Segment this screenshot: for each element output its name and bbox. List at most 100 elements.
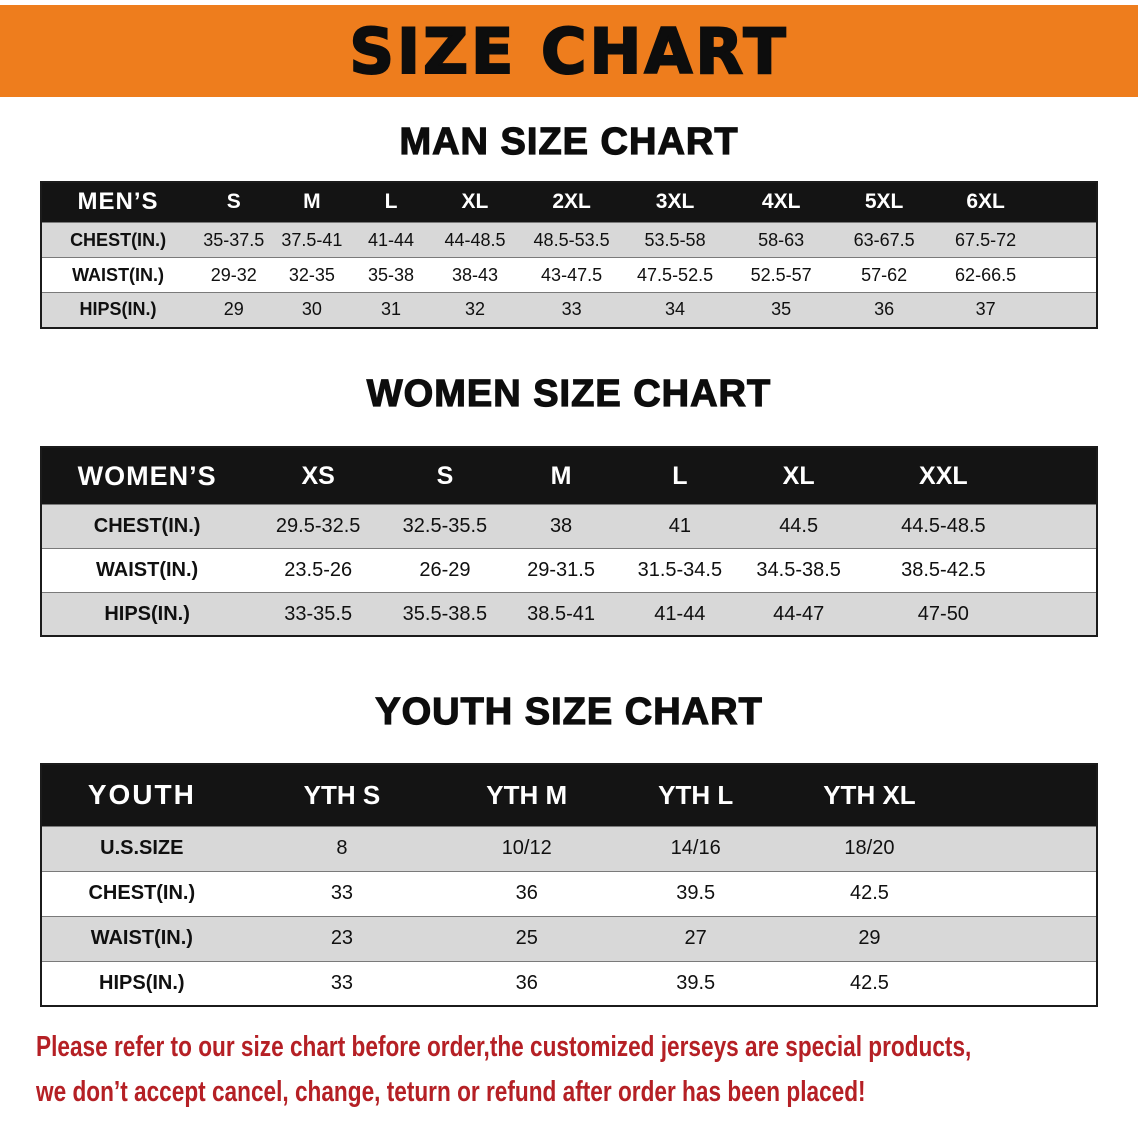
value-cell: 37 (931, 292, 1097, 328)
table-title-cell: MEN’S (41, 181, 195, 223)
value-cell: 29 (194, 292, 274, 328)
value-cell: 67.5-72 (931, 222, 1097, 258)
youth-size-table: YOUTH YTH S YTH M YTH L YTH XL U.S.SIZE 8 10/12… (40, 763, 1098, 1008)
size-column-header: YTH L (611, 764, 781, 827)
size-column-header: L (616, 447, 744, 505)
value-cell: 32-35 (273, 257, 351, 293)
size-column-header: S (194, 181, 274, 223)
men-size-table: MEN’S S M L XL 2XL 3XL 4XL 5XL 6XL CHEST(IN.) 35-37… (40, 180, 1098, 329)
table-row: CHEST(IN.) 29.5-32.5 32.5-35.5 38 41 44.5 44.5… (41, 503, 1097, 549)
row-label-cell: CHEST(IN.) (41, 503, 253, 549)
value-cell: 29-31.5 (505, 547, 617, 593)
size-column-header: XL (743, 447, 855, 505)
disclaimer-line-2: we don’t accept cancel, change, teturn o… (36, 1076, 866, 1108)
value-cell: 32.5-35.5 (384, 503, 506, 549)
page-title: SIZE CHART (348, 14, 789, 89)
value-cell: 35.5-38.5 (384, 591, 506, 637)
table-row: HIPS(IN.) 33 36 39.5 42.5 (41, 960, 1097, 1007)
value-cell: 44.5-48.5 (854, 503, 1097, 549)
value-cell: 36 (442, 960, 612, 1007)
size-column-header: 5XL (837, 181, 932, 223)
size-column-header: M (273, 181, 351, 223)
value-cell: 33 (518, 292, 625, 328)
table-row: CHEST(IN.) 33 36 39.5 42.5 (41, 870, 1097, 917)
value-cell: 30 (273, 292, 351, 328)
value-cell: 32 (431, 292, 519, 328)
value-cell: 33 (241, 960, 443, 1007)
women-size-table: WOMEN’S XS S M L XL XXL CHEST(IN.) 29.5-32.5 32.5… (40, 446, 1098, 638)
size-column-header: XXL (854, 447, 1097, 505)
table-row: HIPS(IN.) 33-35.5 35.5-38.5 38.5-41 41-44 44-… (41, 591, 1097, 637)
value-cell: 42.5 (780, 870, 1097, 917)
value-cell: 38.5-41 (505, 591, 617, 637)
table-title-cell: YOUTH (41, 764, 242, 827)
value-cell: 34.5-38.5 (743, 547, 855, 593)
value-cell: 42.5 (780, 960, 1097, 1007)
size-column-header: XS (252, 447, 385, 505)
value-cell: 41-44 (616, 591, 744, 637)
table-row: WAIST(IN.) 23.5-26 26-29 29-31.5 31.5-34.5 34… (41, 547, 1097, 593)
size-column-header: S (384, 447, 506, 505)
value-cell: 48.5-53.5 (518, 222, 625, 258)
table-row: HIPS(IN.) 29 30 31 32 33 34 35 36 37 (41, 292, 1097, 328)
value-cell: 8 (241, 825, 443, 872)
size-column-header: YTH M (442, 764, 612, 827)
value-cell: 47-50 (854, 591, 1097, 637)
value-cell: 23 (241, 915, 443, 962)
size-chart-page: SIZE CHART MAN SIZE CHART MEN’S S M L XL 2XL 3… (0, 5, 1138, 1137)
table-row: U.S.SIZE 8 10/12 14/16 18/20 (41, 825, 1097, 872)
row-label-cell: HIPS(IN.) (41, 591, 253, 637)
row-label-cell: HIPS(IN.) (41, 292, 195, 328)
value-cell: 25 (442, 915, 612, 962)
table-header-row: MEN’S S M L XL 2XL 3XL 4XL 5XL 6XL (41, 181, 1097, 223)
size-column-header: 3XL (624, 181, 726, 223)
row-label-cell: CHEST(IN.) (41, 870, 242, 917)
value-cell: 44-47 (743, 591, 855, 637)
value-cell: 44-48.5 (431, 222, 519, 258)
value-cell: 52.5-57 (725, 257, 838, 293)
table-header-row: YOUTH YTH S YTH M YTH L YTH XL (41, 764, 1097, 827)
value-cell: 41-44 (350, 222, 432, 258)
banner: SIZE CHART (0, 5, 1138, 97)
value-cell: 35-38 (350, 257, 432, 293)
table-header-row: WOMEN’S XS S M L XL XXL (41, 447, 1097, 505)
size-column-header: M (505, 447, 617, 505)
value-cell: 38-43 (431, 257, 519, 293)
value-cell: 33-35.5 (252, 591, 385, 637)
size-column-header: YTH XL (780, 764, 1097, 827)
value-cell: 41 (616, 503, 744, 549)
men-section: MAN SIZE CHART MEN’S S M L XL 2XL 3XL 4XL 5XL 6XL… (0, 120, 1138, 329)
disclaimer-line-1: Please refer to our size chart before or… (36, 1031, 972, 1064)
size-column-header: 2XL (518, 181, 625, 223)
row-label-cell: WAIST(IN.) (41, 257, 195, 293)
disclaimer-note: Please refer to our size chart before or… (36, 1025, 1138, 1115)
table-title-cell: WOMEN’S (41, 447, 253, 505)
value-cell: 39.5 (611, 960, 781, 1007)
table-row: WAIST(IN.) 23 25 27 29 (41, 915, 1097, 962)
size-column-header: 6XL (931, 181, 1097, 223)
value-cell: 33 (241, 870, 443, 917)
row-label-cell: WAIST(IN.) (41, 547, 253, 593)
value-cell: 35-37.5 (194, 222, 274, 258)
value-cell: 53.5-58 (624, 222, 726, 258)
value-cell: 18/20 (780, 825, 1097, 872)
women-section: WOMEN SIZE CHART WOMEN’S XS S M L XL XXL CHEST(… (0, 372, 1138, 638)
value-cell: 63-67.5 (837, 222, 932, 258)
value-cell: 44.5 (743, 503, 855, 549)
value-cell: 29 (780, 915, 1097, 962)
value-cell: 29.5-32.5 (252, 503, 385, 549)
men-section-heading: MAN SIZE CHART (399, 120, 739, 163)
value-cell: 47.5-52.5 (624, 257, 726, 293)
value-cell: 38.5-42.5 (854, 547, 1097, 593)
youth-section: YOUTH SIZE CHART YOUTH YTH S YTH M YTH L YTH… (0, 691, 1138, 1008)
value-cell: 62-66.5 (931, 257, 1097, 293)
value-cell: 29-32 (194, 257, 274, 293)
value-cell: 27 (611, 915, 781, 962)
value-cell: 35 (725, 292, 838, 328)
value-cell: 23.5-26 (252, 547, 385, 593)
value-cell: 31.5-34.5 (616, 547, 744, 593)
value-cell: 36 (442, 870, 612, 917)
youth-section-heading: YOUTH SIZE CHART (375, 691, 763, 734)
value-cell: 34 (624, 292, 726, 328)
table-row: CHEST(IN.) 35-37.5 37.5-41 41-44 44-48.5 48.5… (41, 222, 1097, 258)
